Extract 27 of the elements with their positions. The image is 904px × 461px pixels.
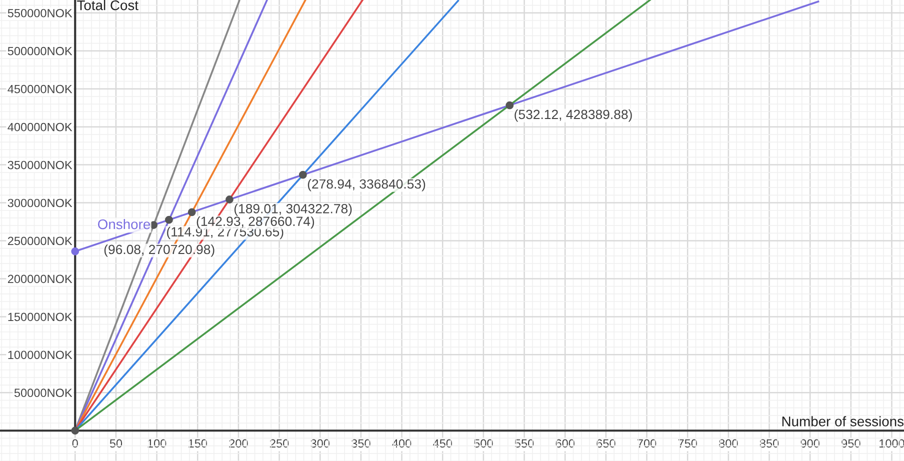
x-axis-title: Number of sessions (782, 416, 904, 426)
point (506, 101, 514, 110)
y-tick-label: 100000NOK (8, 350, 72, 360)
y-tick-label: 250000NOK (8, 236, 72, 246)
y-tick-label: 550000NOK (8, 8, 72, 18)
point (298, 170, 307, 179)
point (71, 426, 80, 435)
annotation: (96.08, 270720.98) (104, 244, 214, 257)
point (188, 208, 196, 216)
point (226, 196, 234, 204)
annotation: (278.94, 336840.53) (308, 178, 426, 192)
y-tick-label: 500000NOK (8, 46, 72, 56)
y-tick-label: 300000NOK (8, 198, 72, 208)
y-axis-title: Total Cost (77, 0, 138, 10)
annotation: (114.91, 277530.65) (167, 226, 284, 240)
y-tick-label: 50000NOK (14, 388, 72, 398)
annotation: (532.12, 428389.88) (514, 109, 632, 122)
y-tick-label: 150000NOK (8, 312, 72, 322)
annotation: (189.01, 304322.78) (234, 204, 352, 216)
annotation: (142.93, 287660.74) (196, 216, 314, 229)
y-tick-label: 350000NOK (8, 160, 72, 170)
point (71, 247, 80, 256)
point (165, 216, 173, 224)
y-tick-label: 200000NOK (8, 274, 72, 284)
y-tick-label: 400000NOK (8, 122, 72, 132)
series-label: Onshore (98, 218, 150, 230)
y-tick-label: 450000NOK (8, 84, 72, 94)
